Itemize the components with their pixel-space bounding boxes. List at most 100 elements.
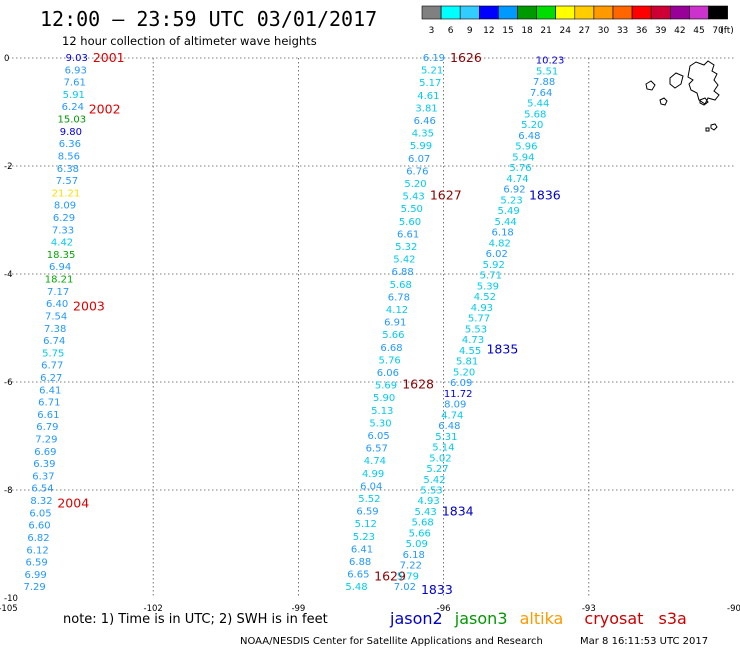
footer-note: note: 1) Time is in UTC; 2) SWH is in fe… — [63, 612, 328, 627]
wave-height-value: 5.42 — [423, 475, 445, 486]
wave-height-value: 5.71 — [480, 271, 502, 282]
wave-height-value: 5.42 — [393, 255, 415, 266]
wave-height-value: 6.37 — [32, 471, 54, 482]
latitude-tick-label: -4 — [4, 270, 12, 280]
wave-height-value: 6.82 — [27, 533, 49, 544]
wave-height-value: 5.51 — [536, 66, 558, 77]
wave-height-value: 5.99 — [410, 141, 432, 152]
wave-height-value: 11.72 — [444, 389, 473, 400]
wave-height-value: 4.52 — [474, 292, 496, 303]
wave-height-value: 4.73 — [462, 335, 484, 346]
wave-height-value: 5.68 — [390, 280, 412, 291]
wave-height-value: 5.13 — [371, 406, 393, 417]
legend-label: 12 — [483, 26, 494, 36]
wave-height-value: 6.07 — [408, 154, 430, 165]
wave-height-value: 6.92 — [503, 185, 525, 196]
wave-height-value: 4.74 — [506, 174, 528, 185]
satellite-tracks: 9.036.93 7.615.916.24 15.039.806.368.56 6.3… — [23, 50, 564, 597]
wave-height-value: 4.93 — [417, 496, 439, 507]
pass-number-label: 2004 — [57, 496, 89, 511]
wave-height-value: 5.02 — [429, 453, 451, 464]
legend-swatch — [689, 5, 709, 20]
wave-height-value: 5.66 — [382, 330, 404, 341]
wave-height-value: 5.94 — [512, 152, 534, 163]
wave-height-value: 5.69 — [375, 381, 397, 392]
wave-height-value: 9.80 — [60, 127, 82, 138]
wave-height-value: 7.61 — [64, 78, 86, 89]
wave-height-value: 5.12 — [355, 519, 377, 530]
wave-height-value: 6.93 — [65, 65, 87, 76]
track-cryosat: 9.036.93 7.615.916.24 15.039.806.368.56 6.3… — [23, 50, 124, 593]
wave-height-value: 6.41 — [351, 544, 373, 555]
wave-height-value: 5.44 — [494, 217, 516, 228]
legend-label: 3 — [429, 26, 435, 36]
wave-height-value: 6.04 — [360, 481, 382, 492]
wave-height-value: 4.99 — [362, 469, 384, 480]
legend-label: 6 — [448, 26, 454, 36]
legend-label: 24 — [560, 26, 572, 36]
wave-height-value: 5.91 — [63, 90, 85, 101]
wave-height-value: 5.66 — [409, 528, 431, 539]
wave-height-value: 6.38 — [57, 164, 79, 175]
map-title: 12:00 – 23:59 UTC 03/01/2017 — [40, 7, 377, 31]
wave-height-value: 5.23 — [353, 532, 375, 543]
legend-swatch — [536, 5, 556, 20]
legend-swatch — [440, 5, 461, 20]
wave-height-value: 5.31 — [435, 432, 457, 443]
wave-height-value: 4.74 — [441, 410, 463, 421]
wave-height-value: 6.05 — [367, 431, 389, 442]
legend-swatch — [669, 5, 690, 20]
wave-height-value: 6.60 — [28, 521, 50, 532]
legend-swatch — [574, 5, 595, 20]
latitude-tick-label: -10 — [4, 594, 18, 604]
wave-height-value: 5.17 — [419, 78, 441, 89]
satellite-legend-altika: altika — [520, 609, 564, 628]
wave-height-value: 6.65 — [347, 570, 369, 581]
wave-height-value: 7.38 — [44, 324, 66, 335]
pass-number-label: 2002 — [89, 101, 121, 116]
pass-number-label: 1629 — [374, 568, 406, 583]
wave-height-value: 4.42 — [51, 238, 73, 249]
legend-swatch — [555, 5, 576, 20]
wave-height-value: 5.53 — [465, 324, 487, 335]
satellite-legend-jason2: jason2 — [389, 609, 443, 628]
wave-height-value: 7.29 — [23, 582, 45, 593]
legend-swatch — [612, 5, 633, 20]
wave-height-value: 6.99 — [24, 570, 46, 581]
satellite-legend-s3a: s3a — [659, 609, 687, 628]
wave-height-value: 18.21 — [45, 275, 74, 286]
wave-height-value: 5.20 — [453, 367, 475, 378]
pass-number-label: 1835 — [486, 342, 518, 357]
wave-height-value: 7.57 — [56, 176, 78, 187]
wave-height-value: 6.94 — [49, 262, 71, 273]
legend-swatch — [631, 5, 652, 20]
wave-height-value: 5.76 — [379, 355, 401, 366]
legend-unit: (ft) — [720, 26, 734, 36]
satellite-legend: jason2 jason3 altika cryosat s3a — [389, 609, 687, 628]
pass-number-label: 1834 — [442, 504, 474, 519]
wave-height-value: 3.81 — [415, 103, 437, 114]
wave-height-value: 4.74 — [364, 456, 386, 467]
track-jason2: 10.235.517.887.645.445.685.206.485.965.9… — [394, 56, 565, 597]
wave-height-value: 6.41 — [39, 385, 61, 396]
legend-label: 36 — [636, 26, 648, 36]
wave-height-value: 6.79 — [36, 422, 58, 433]
wave-height-value: 6.27 — [40, 373, 62, 384]
wave-height-value: 8.56 — [58, 151, 80, 162]
wave-height-value: 4.93 — [471, 303, 493, 314]
pass-number-label: 1836 — [529, 188, 561, 203]
wave-height-value: 5.50 — [401, 204, 423, 215]
wave-height-value: 8.32 — [30, 496, 52, 507]
wave-height-value: 21.21 — [52, 188, 81, 199]
wave-height-value: 6.02 — [486, 249, 508, 260]
wave-height-value: 8.09 — [54, 201, 76, 212]
satellite-legend-jason3: jason3 — [454, 609, 508, 628]
wave-height-value: 7.22 — [400, 561, 422, 572]
latitude-tick-label: -8 — [4, 486, 12, 496]
footer-credit: NOAA/NESDIS Center for Satellite Applica… — [240, 636, 543, 647]
wave-height-value: 5.52 — [358, 494, 380, 505]
wave-height-value: 6.12 — [26, 545, 48, 556]
wave-height-value: 7.54 — [45, 311, 67, 322]
legend-label: 30 — [598, 26, 610, 36]
wave-height-value: 4.82 — [489, 238, 511, 249]
